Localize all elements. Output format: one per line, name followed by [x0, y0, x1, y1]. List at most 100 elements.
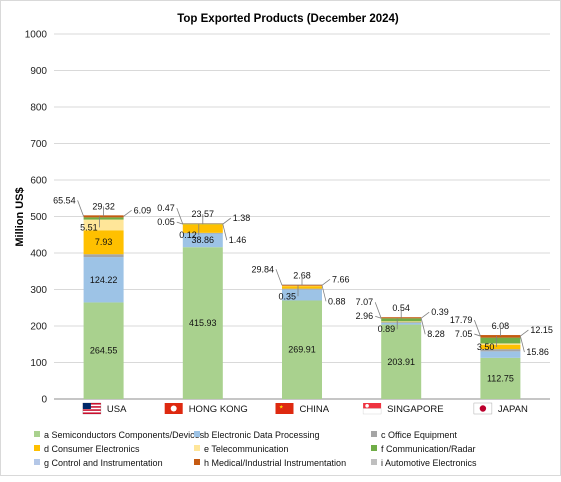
data-label: 0.88 — [328, 296, 346, 306]
y-tick-label: 600 — [30, 176, 47, 187]
flag-flower — [170, 405, 177, 412]
flag-stripe — [82, 403, 101, 405]
data-label: 415.93 — [189, 318, 217, 328]
bar-segment — [282, 285, 322, 289]
y-tick-label: 700 — [30, 139, 47, 150]
data-label: 38.86 — [192, 235, 215, 245]
y-axis-label: Million US$ — [14, 187, 26, 246]
category-label: SINGAPORE — [387, 404, 444, 415]
bar-segment — [282, 289, 322, 301]
leader-line — [420, 311, 430, 319]
y-tick-label: 100 — [30, 358, 47, 369]
bar-segment — [282, 285, 322, 287]
legend-swatch — [34, 459, 40, 465]
data-label: 12.15 — [530, 325, 553, 335]
legend-swatch — [371, 459, 377, 465]
leader-line — [375, 315, 382, 319]
y-tick-label: 500 — [30, 212, 47, 223]
data-label: 203.91 — [387, 357, 415, 367]
legend-swatch — [194, 459, 200, 465]
flag-top — [363, 403, 382, 409]
legend-label: c Office Equipment — [381, 430, 457, 440]
y-tick-label: 200 — [30, 322, 47, 333]
bar-segment — [282, 288, 322, 290]
leader-line — [474, 319, 481, 337]
us-flag — [82, 402, 102, 415]
legend-label: a Semiconductors Components/Devices — [44, 430, 205, 440]
bar-segment — [480, 349, 521, 352]
legend-label: g Control and Instrumentation — [44, 458, 163, 468]
bar-segment — [83, 302, 124, 399]
flag-bottom — [362, 408, 382, 415]
legend-label: e Telecommunication — [204, 444, 288, 454]
bars — [83, 215, 521, 399]
leader-line — [275, 269, 283, 286]
flag-moon — [365, 404, 369, 408]
y-tick-label: 0 — [41, 395, 47, 406]
bar-segment — [381, 324, 422, 399]
data-label: 0.39 — [431, 307, 449, 317]
y-tick-label: 900 — [30, 66, 47, 77]
data-label: 15.86 — [526, 347, 549, 357]
bar-segment — [381, 321, 422, 325]
hong-kong-flag — [164, 403, 183, 414]
bar-segment — [480, 337, 521, 344]
bar-segment — [480, 335, 521, 338]
data-label: 0.35 — [278, 291, 296, 301]
data-label: 7.66 — [332, 274, 350, 284]
flag-background — [275, 403, 294, 414]
data-label: 269.91 — [288, 345, 316, 355]
y-axis-ticks: 0 100 200 300 400 500 600 700 800 900 1000 — [25, 30, 48, 406]
data-label: 6.09 — [134, 205, 152, 215]
data-label: 7.93 — [95, 237, 113, 247]
legend-label: f Communication/Radar — [381, 444, 476, 454]
leader-line — [321, 285, 327, 302]
leader-line — [77, 200, 84, 217]
y-tick-label: 800 — [30, 103, 47, 114]
data-label: 0.47 — [157, 203, 175, 213]
data-label: 264.55 — [90, 346, 118, 356]
legend-label: d Consumer Electronics — [44, 444, 140, 454]
bar-segment — [182, 247, 223, 399]
data-label: 124.22 — [90, 275, 118, 285]
leader-line — [222, 224, 228, 241]
legend-label: i Automotive Electronics — [381, 458, 477, 468]
bar-segment — [480, 344, 521, 350]
category-label: HONG KONG — [189, 404, 248, 415]
leader-line — [474, 333, 481, 337]
japan-flag — [473, 402, 493, 415]
category-label: JAPAN — [498, 404, 528, 415]
legend-swatch — [34, 445, 40, 451]
bar-segment — [83, 219, 124, 231]
leader-line — [420, 318, 426, 335]
data-label: 7.05 — [455, 329, 473, 339]
data-label: 3.50 — [477, 342, 495, 352]
data-label: 1.38 — [233, 213, 251, 223]
bar-segment — [182, 233, 223, 248]
y-tick-label: 400 — [30, 249, 47, 260]
data-label: 65.54 — [53, 195, 76, 205]
legend-swatch — [194, 431, 200, 437]
leader-line — [520, 329, 529, 337]
leader-line — [123, 210, 132, 217]
data-label: 29.84 — [251, 264, 274, 274]
bar-segment — [182, 232, 223, 234]
leader-line — [176, 221, 183, 225]
flag-canton — [82, 403, 91, 409]
bar-segment — [83, 257, 124, 303]
data-label: 8.28 — [427, 329, 445, 339]
category-label: CHINA — [300, 404, 330, 415]
legend-swatch — [371, 445, 377, 451]
leader-line — [176, 207, 184, 225]
legend: a Semiconductors Components/Devices b Ele… — [34, 430, 477, 468]
flag-stripe — [82, 409, 101, 411]
bar-segment — [83, 217, 124, 220]
leader-line — [321, 278, 331, 286]
x-axis-categories: USA HONG KONG ★ CHINA SINGAPORE JAPAN — [82, 402, 528, 415]
bar-segment — [480, 357, 521, 399]
data-label: 7.07 — [356, 297, 374, 307]
bar-segment — [83, 230, 124, 255]
